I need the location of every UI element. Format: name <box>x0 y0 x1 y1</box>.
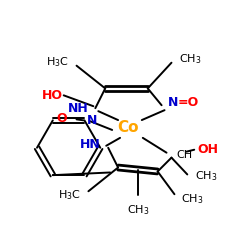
Text: NH: NH <box>68 102 88 115</box>
Text: OH: OH <box>197 143 218 156</box>
Text: CH$_3$: CH$_3$ <box>181 192 204 206</box>
Text: N: N <box>168 96 178 109</box>
Text: Co: Co <box>117 120 139 136</box>
Text: CH$_3$: CH$_3$ <box>180 52 202 66</box>
Text: O: O <box>56 112 67 125</box>
Text: HN: HN <box>80 138 100 151</box>
Text: CH$_3$: CH$_3$ <box>126 203 149 217</box>
Text: H$_3$C: H$_3$C <box>46 55 69 68</box>
Text: CH: CH <box>176 150 192 160</box>
Text: CH$_3$: CH$_3$ <box>195 170 218 183</box>
Text: H$_3$C: H$_3$C <box>58 188 80 202</box>
Text: HO: HO <box>42 89 63 102</box>
Text: N: N <box>86 114 97 127</box>
Text: =O: =O <box>178 96 199 109</box>
